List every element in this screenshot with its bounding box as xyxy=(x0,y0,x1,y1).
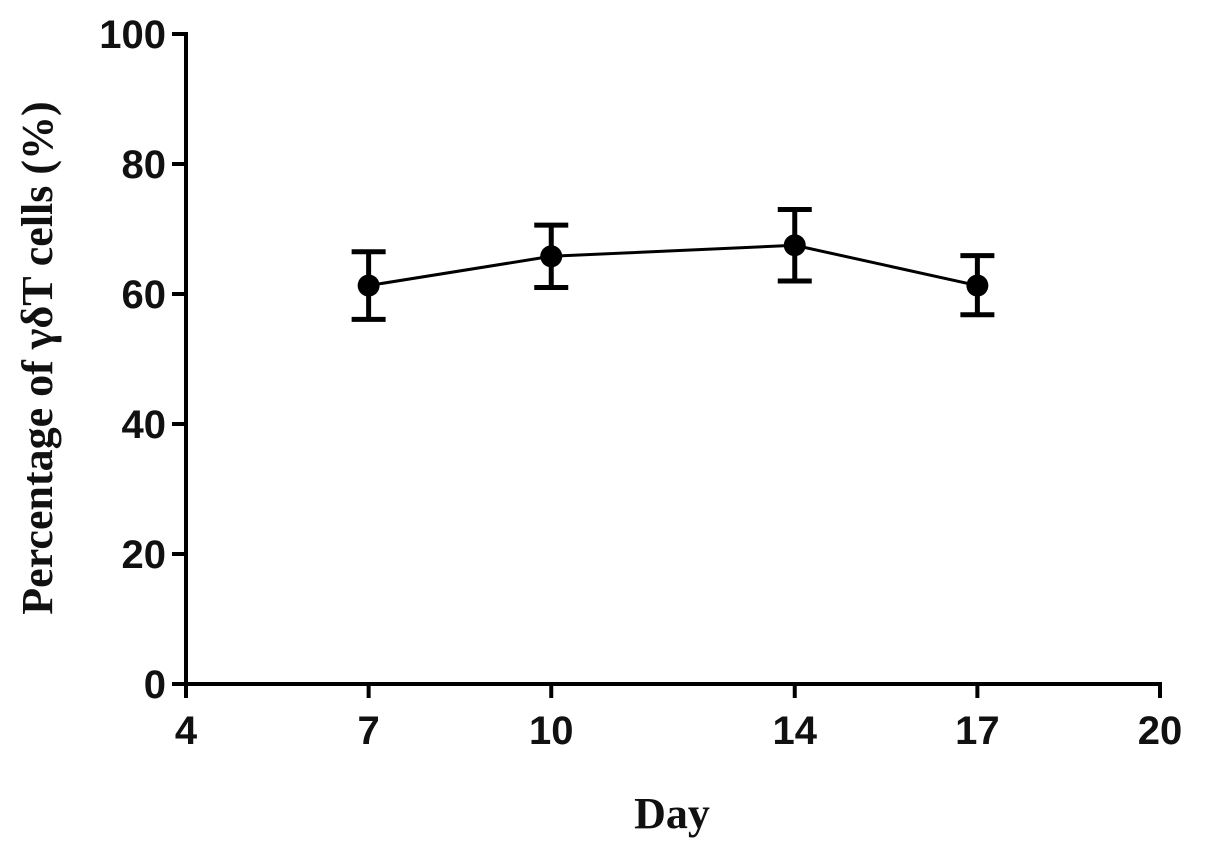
data-point xyxy=(966,274,989,297)
x-tick-label: 14 xyxy=(773,709,818,753)
x-axis-title: Day xyxy=(634,789,710,838)
y-axis-ticks: 0 20 40 60 80 100 xyxy=(99,13,186,707)
x-tick-label: 17 xyxy=(955,709,1000,753)
y-tick-label: 40 xyxy=(122,403,167,447)
y-tick-label: 100 xyxy=(99,13,166,57)
data-point xyxy=(540,245,563,268)
chart-axes xyxy=(184,32,1162,686)
x-axis-ticks: 4 7 10 14 17 20 xyxy=(175,684,1182,753)
x-tick-label: 4 xyxy=(175,709,198,753)
y-tick-label: 60 xyxy=(122,273,167,317)
y-tick-label: 20 xyxy=(122,533,167,577)
y-tick-label: 80 xyxy=(122,143,167,187)
y-tick-label: 0 xyxy=(144,663,166,707)
y-axis-title: Percentage of γδT cells (%) xyxy=(13,101,62,614)
series-layer xyxy=(351,207,995,322)
x-tick-label: 10 xyxy=(529,709,574,753)
x-tick-label: 20 xyxy=(1138,709,1183,753)
x-tick-label: 7 xyxy=(358,709,380,753)
series-line xyxy=(368,243,978,288)
data-point xyxy=(783,234,806,257)
data-point xyxy=(357,274,380,297)
